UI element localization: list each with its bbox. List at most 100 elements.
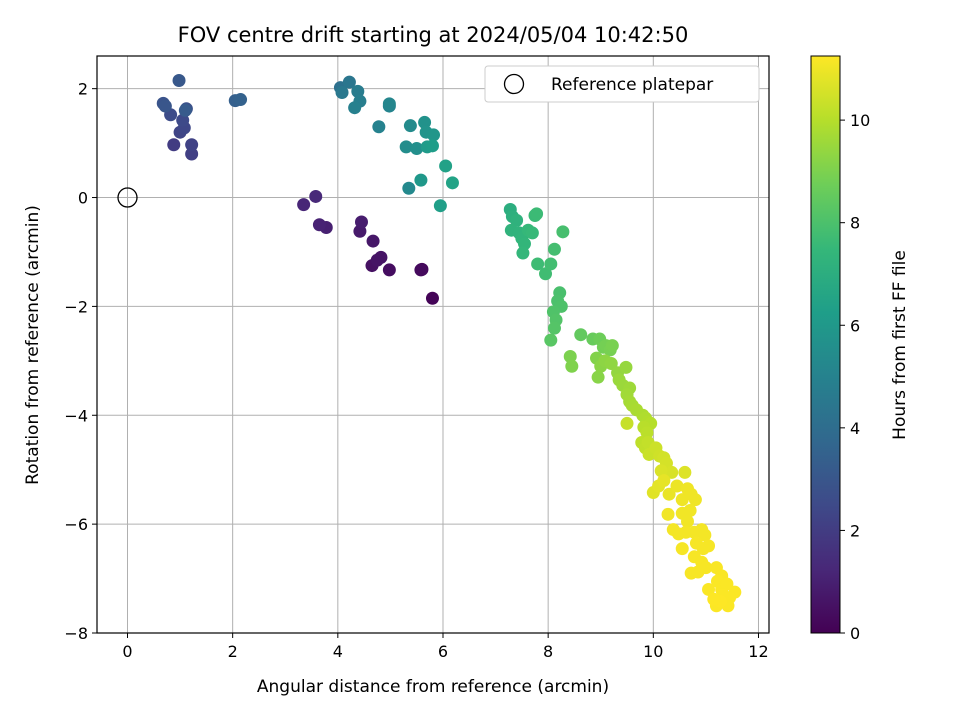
data-point — [402, 181, 416, 195]
data-point — [574, 328, 588, 342]
data-point — [414, 263, 428, 277]
data-point — [158, 99, 172, 113]
data-point — [382, 263, 396, 277]
data-point — [366, 234, 380, 248]
data-point — [234, 93, 248, 107]
data-point — [662, 487, 676, 501]
y-tick-label: 0 — [78, 189, 88, 208]
data-point — [399, 140, 413, 154]
data-point — [680, 514, 694, 528]
data-point — [683, 504, 697, 518]
data-point — [370, 253, 384, 267]
x-tick-label: 12 — [748, 642, 768, 661]
y-tick-label: −2 — [64, 297, 88, 316]
colorbar-tick-label: 0 — [850, 624, 860, 643]
data-point — [185, 147, 199, 161]
chart-title: FOV centre drift starting at 2024/05/04 … — [178, 23, 689, 47]
data-point — [167, 138, 181, 152]
data-point — [309, 189, 323, 203]
colorbar-tick-label: 6 — [850, 316, 860, 335]
data-point — [342, 75, 356, 89]
data-point — [185, 138, 199, 152]
reference-marker-layer — [117, 187, 138, 208]
data-point — [425, 139, 439, 153]
data-point — [657, 474, 671, 488]
y-tick-label: 2 — [78, 80, 88, 99]
colorbar-gradient — [810, 55, 841, 634]
colorbar: 0 2 4 6 8 10 Hours from first FF file — [810, 55, 910, 643]
data-point — [707, 592, 721, 606]
data-point — [539, 267, 553, 281]
data-point — [425, 291, 439, 305]
data-point — [688, 493, 702, 507]
data-point — [605, 339, 619, 353]
data-point — [433, 199, 447, 213]
x-ticks: 0 2 4 6 8 10 12 — [122, 633, 769, 661]
data-point — [297, 198, 311, 212]
x-tick-label: 10 — [643, 642, 663, 661]
x-tick-label: 4 — [333, 642, 343, 661]
data-point — [427, 128, 441, 142]
x-tick-label: 8 — [543, 642, 553, 661]
colorbar-tick-label: 4 — [850, 419, 860, 438]
data-point — [556, 225, 570, 239]
data-point — [591, 370, 605, 384]
data-point — [445, 176, 459, 190]
data-point — [531, 257, 545, 271]
data-point — [178, 103, 192, 117]
data-point — [335, 85, 349, 99]
data-point — [530, 207, 544, 221]
reference-platepar-marker — [117, 187, 138, 208]
data-point — [678, 465, 692, 479]
data-point — [382, 97, 396, 111]
y-tick-label: −8 — [64, 624, 88, 643]
colorbar-ticks: 0 2 4 6 8 10 — [840, 111, 870, 643]
colorbar-tick-label: 10 — [850, 111, 870, 130]
data-point — [525, 226, 539, 240]
data-point — [565, 359, 579, 373]
data-point — [439, 159, 453, 173]
data-point — [698, 528, 712, 542]
data-point — [720, 577, 734, 591]
data-point — [675, 542, 689, 556]
y-axis-label: Rotation from reference (arcmin) — [23, 205, 43, 485]
data-point — [544, 333, 558, 347]
data-point — [563, 349, 577, 363]
data-point — [351, 84, 365, 98]
data-point — [348, 101, 362, 115]
data-point — [410, 142, 424, 156]
colorbar-tick-label: 8 — [850, 214, 860, 233]
data-point — [654, 464, 668, 478]
data-point — [354, 215, 368, 229]
plot-frame — [96, 55, 770, 634]
x-axis-label: Angular distance from reference (arcmin) — [257, 677, 609, 697]
legend: Reference platepar — [484, 65, 760, 103]
data-point — [172, 73, 186, 87]
data-point — [661, 507, 675, 521]
colorbar-label: Hours from first FF file — [890, 250, 910, 440]
data-points — [156, 73, 742, 613]
data-point — [670, 479, 684, 493]
data-point — [516, 246, 530, 260]
data-point — [544, 257, 558, 271]
legend-box — [484, 65, 760, 103]
legend-entry-reference-platepar: Reference platepar — [551, 75, 713, 95]
data-point — [176, 113, 190, 127]
data-point — [547, 242, 561, 256]
data-point — [510, 213, 524, 227]
y-tick-label: −4 — [64, 406, 88, 425]
data-point — [418, 115, 432, 129]
data-point — [702, 582, 716, 596]
y-tick-label: −6 — [64, 515, 88, 534]
colorbar-tick-label: 2 — [850, 521, 860, 540]
y-ticks: −8 −6 −4 −2 0 2 — [64, 80, 97, 643]
data-point — [414, 173, 428, 187]
data-point — [312, 218, 326, 232]
x-tick-label: 0 — [122, 642, 132, 661]
data-point — [665, 465, 679, 479]
data-point — [604, 357, 618, 371]
data-point — [699, 561, 713, 575]
data-point — [372, 120, 386, 134]
data-point — [620, 416, 634, 430]
